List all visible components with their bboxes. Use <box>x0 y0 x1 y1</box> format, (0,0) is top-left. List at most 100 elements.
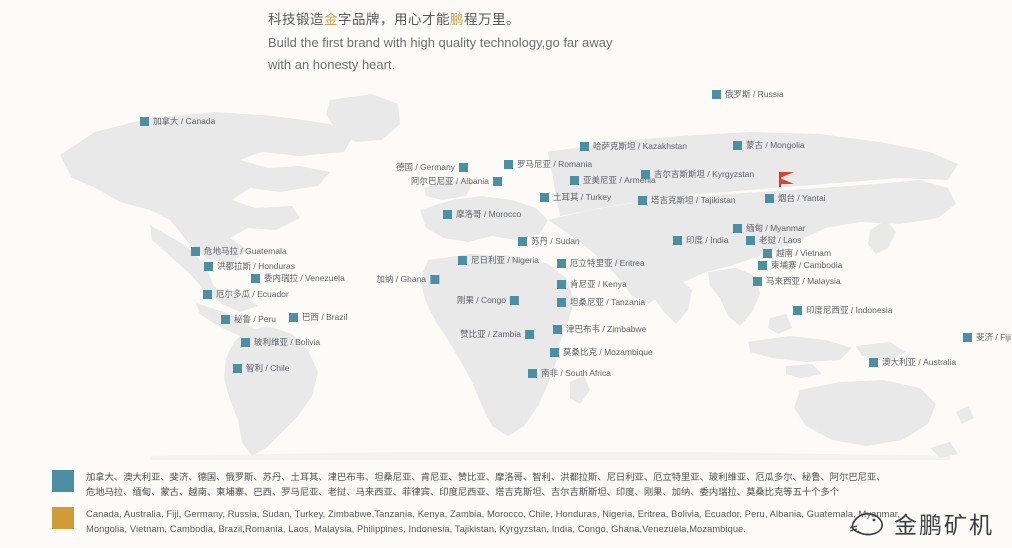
country-marker: 印度尼西亚 / Indonesia <box>793 306 892 315</box>
country-marker: 坦桑尼亚 / Tanzania <box>557 298 645 307</box>
marker-square-icon <box>758 261 767 270</box>
brand-logo: 金鹏矿机 <box>848 506 994 540</box>
marker-square-icon <box>557 298 566 307</box>
country-marker: 土耳其 / Turkey <box>540 193 611 202</box>
legend-swatch-teal <box>52 470 74 492</box>
country-marker: 澳大利亚 / Australia <box>869 358 956 367</box>
marker-square-icon <box>580 142 589 151</box>
marker-square-icon <box>430 275 439 284</box>
marker-square-icon <box>733 224 742 233</box>
country-marker-label: 加纳 / Ghana <box>376 274 426 285</box>
slogan-cn-part1: 科技锻造 <box>268 12 324 27</box>
country-marker-label: 苏丹 / Sudan <box>531 236 580 247</box>
marker-square-icon <box>673 236 682 245</box>
country-marker-label: 肯尼亚 / Kenya <box>570 279 627 290</box>
legend-chinese-text: 加拿大、澳大利亚、斐济、德国、俄罗斯、苏丹、土耳其、津巴布韦、坦桑尼亚、肯尼亚、… <box>86 470 886 500</box>
country-marker-label: 老挝 / Laos <box>759 235 802 246</box>
marker-square-icon <box>204 262 213 271</box>
country-marker-label: 土耳其 / Turkey <box>553 192 612 203</box>
country-marker-label: 阿尔巴尼亚 / Albania <box>411 176 489 187</box>
country-marker: 厄尔多瓜 / Ecuador <box>203 290 289 299</box>
marker-square-icon <box>493 177 502 186</box>
country-marker: 巴西 / Brazil <box>289 313 347 322</box>
country-marker: 玻利维亚 / Bolivia <box>241 338 320 347</box>
country-marker: 阿尔巴尼亚 / Albania <box>411 177 502 186</box>
country-marker-label: 缅甸 / Myanmar <box>746 223 806 234</box>
country-marker: 加纳 / Ghana <box>376 275 439 284</box>
marker-square-icon <box>553 325 562 334</box>
country-marker-label: 罗马尼亚 / Romania <box>517 159 593 170</box>
country-marker-label: 蒙古 / Mongolia <box>746 140 805 151</box>
country-marker-label: 俄罗斯 / Russia <box>725 89 784 100</box>
legend-cn-line1: 加拿大、澳大利亚、斐济、德国、俄罗斯、苏丹、土耳其、津巴布韦、坦桑尼亚、肯尼亚、… <box>86 472 886 482</box>
flag-cloth <box>780 172 794 184</box>
country-marker-label: 哈萨克斯坦 / Kazakhstan <box>593 141 688 152</box>
country-marker: 斐济 / Fiji <box>963 333 1011 342</box>
marker-square-icon <box>443 210 452 219</box>
slogan-cn-part3: 程万里。 <box>464 12 520 27</box>
marker-square-icon <box>557 259 566 268</box>
country-marker-label: 印度 / India <box>686 235 729 246</box>
country-marker: 危地马拉 / Guatemala <box>191 247 287 256</box>
country-marker-label: 厄尔多瓜 / Ecuador <box>216 289 289 300</box>
marker-square-icon <box>191 247 200 256</box>
marker-square-icon <box>528 369 537 378</box>
country-marker: 马来西亚 / Malaysia <box>753 277 841 286</box>
country-marker: 加拿大 / Canada <box>140 117 215 126</box>
marker-square-icon <box>869 358 878 367</box>
marker-square-icon <box>540 193 549 202</box>
country-marker: 蒙古 / Mongolia <box>733 141 805 150</box>
country-marker-label: 赞比亚 / Zambia <box>460 329 521 340</box>
country-marker-label: 斐济 / Fiji <box>976 332 1011 343</box>
country-marker-label: 巴西 / Brazil <box>302 312 348 323</box>
flag-pole <box>779 172 781 187</box>
marker-square-icon <box>233 364 242 373</box>
marker-square-icon <box>746 236 755 245</box>
marker-square-icon <box>963 333 972 342</box>
marker-square-icon <box>765 194 774 203</box>
country-marker-label: 坦桑尼亚 / Tanzania <box>570 297 646 308</box>
country-marker-label: 澳大利亚 / Australia <box>882 357 957 368</box>
country-marker: 越南 / Vietnam <box>763 249 831 258</box>
country-marker: 刚果 / Congo <box>457 296 519 305</box>
marker-square-icon <box>510 296 519 305</box>
marker-square-icon <box>459 163 468 172</box>
marker-square-icon <box>550 348 559 357</box>
country-marker: 苏丹 / Sudan <box>518 237 580 246</box>
country-marker-label: 智利 / Chile <box>246 363 290 374</box>
legend-english-text: Canada, Australia, Fiji, Germany, Russia… <box>86 507 900 537</box>
country-marker: 赞比亚 / Zambia <box>460 330 534 339</box>
country-marker: 委内瑞拉 / Venezuela <box>251 274 345 283</box>
slogan-english-line2: with an honesty heart. <box>268 57 396 72</box>
country-marker-label: 德国 / Germany <box>395 162 455 173</box>
country-marker: 印度 / India <box>673 236 729 245</box>
country-marker-label: 危地马拉 / Guatemala <box>204 246 287 257</box>
country-marker: 缅甸 / Myanmar <box>733 224 806 233</box>
marker-square-icon <box>203 290 212 299</box>
slogan-cn-highlight-jin: 金 <box>324 12 338 27</box>
country-marker-label: 委内瑞拉 / Venezuela <box>264 273 345 284</box>
country-marker: 洪都拉斯 / Honduras <box>204 262 295 271</box>
marker-square-icon <box>251 274 260 283</box>
country-marker: 南非 / South Africa <box>528 369 611 378</box>
slogan-cn-highlight-peng: 鹏 <box>450 12 464 27</box>
marker-square-icon <box>753 277 762 286</box>
marker-square-icon <box>733 141 742 150</box>
brand-name: 金鹏矿机 <box>894 513 994 539</box>
legend-en-line2: Mongolia, Vietnam, Cambodia, Brazil,Roma… <box>86 524 747 534</box>
slogan-chinese: 科技锻造金字品牌，用心才能鹏程万里。 <box>268 10 698 30</box>
country-marker: 罗马尼亚 / Romania <box>504 160 592 169</box>
marker-square-icon <box>241 338 250 347</box>
country-marker-label: 南非 / South Africa <box>541 368 611 379</box>
country-marker-label: 印度尼西亚 / Indonesia <box>806 305 893 316</box>
world-map <box>0 60 1012 460</box>
legend-row-english: Canada, Australia, Fiji, Germany, Russia… <box>52 507 952 537</box>
country-marker-label: 津巴布韦 / Zimbabwe <box>566 324 647 335</box>
country-marker: 莫桑比克 / Mozambique <box>550 348 653 357</box>
country-marker-label: 刚果 / Congo <box>456 295 506 306</box>
marker-square-icon <box>140 117 149 126</box>
country-marker-label: 吉尔吉斯斯坦 / Kyrgyzstan <box>654 169 755 180</box>
country-marker-label: 亚美尼亚 / Armenia <box>583 175 656 186</box>
marker-square-icon <box>458 256 467 265</box>
marker-square-icon <box>504 160 513 169</box>
